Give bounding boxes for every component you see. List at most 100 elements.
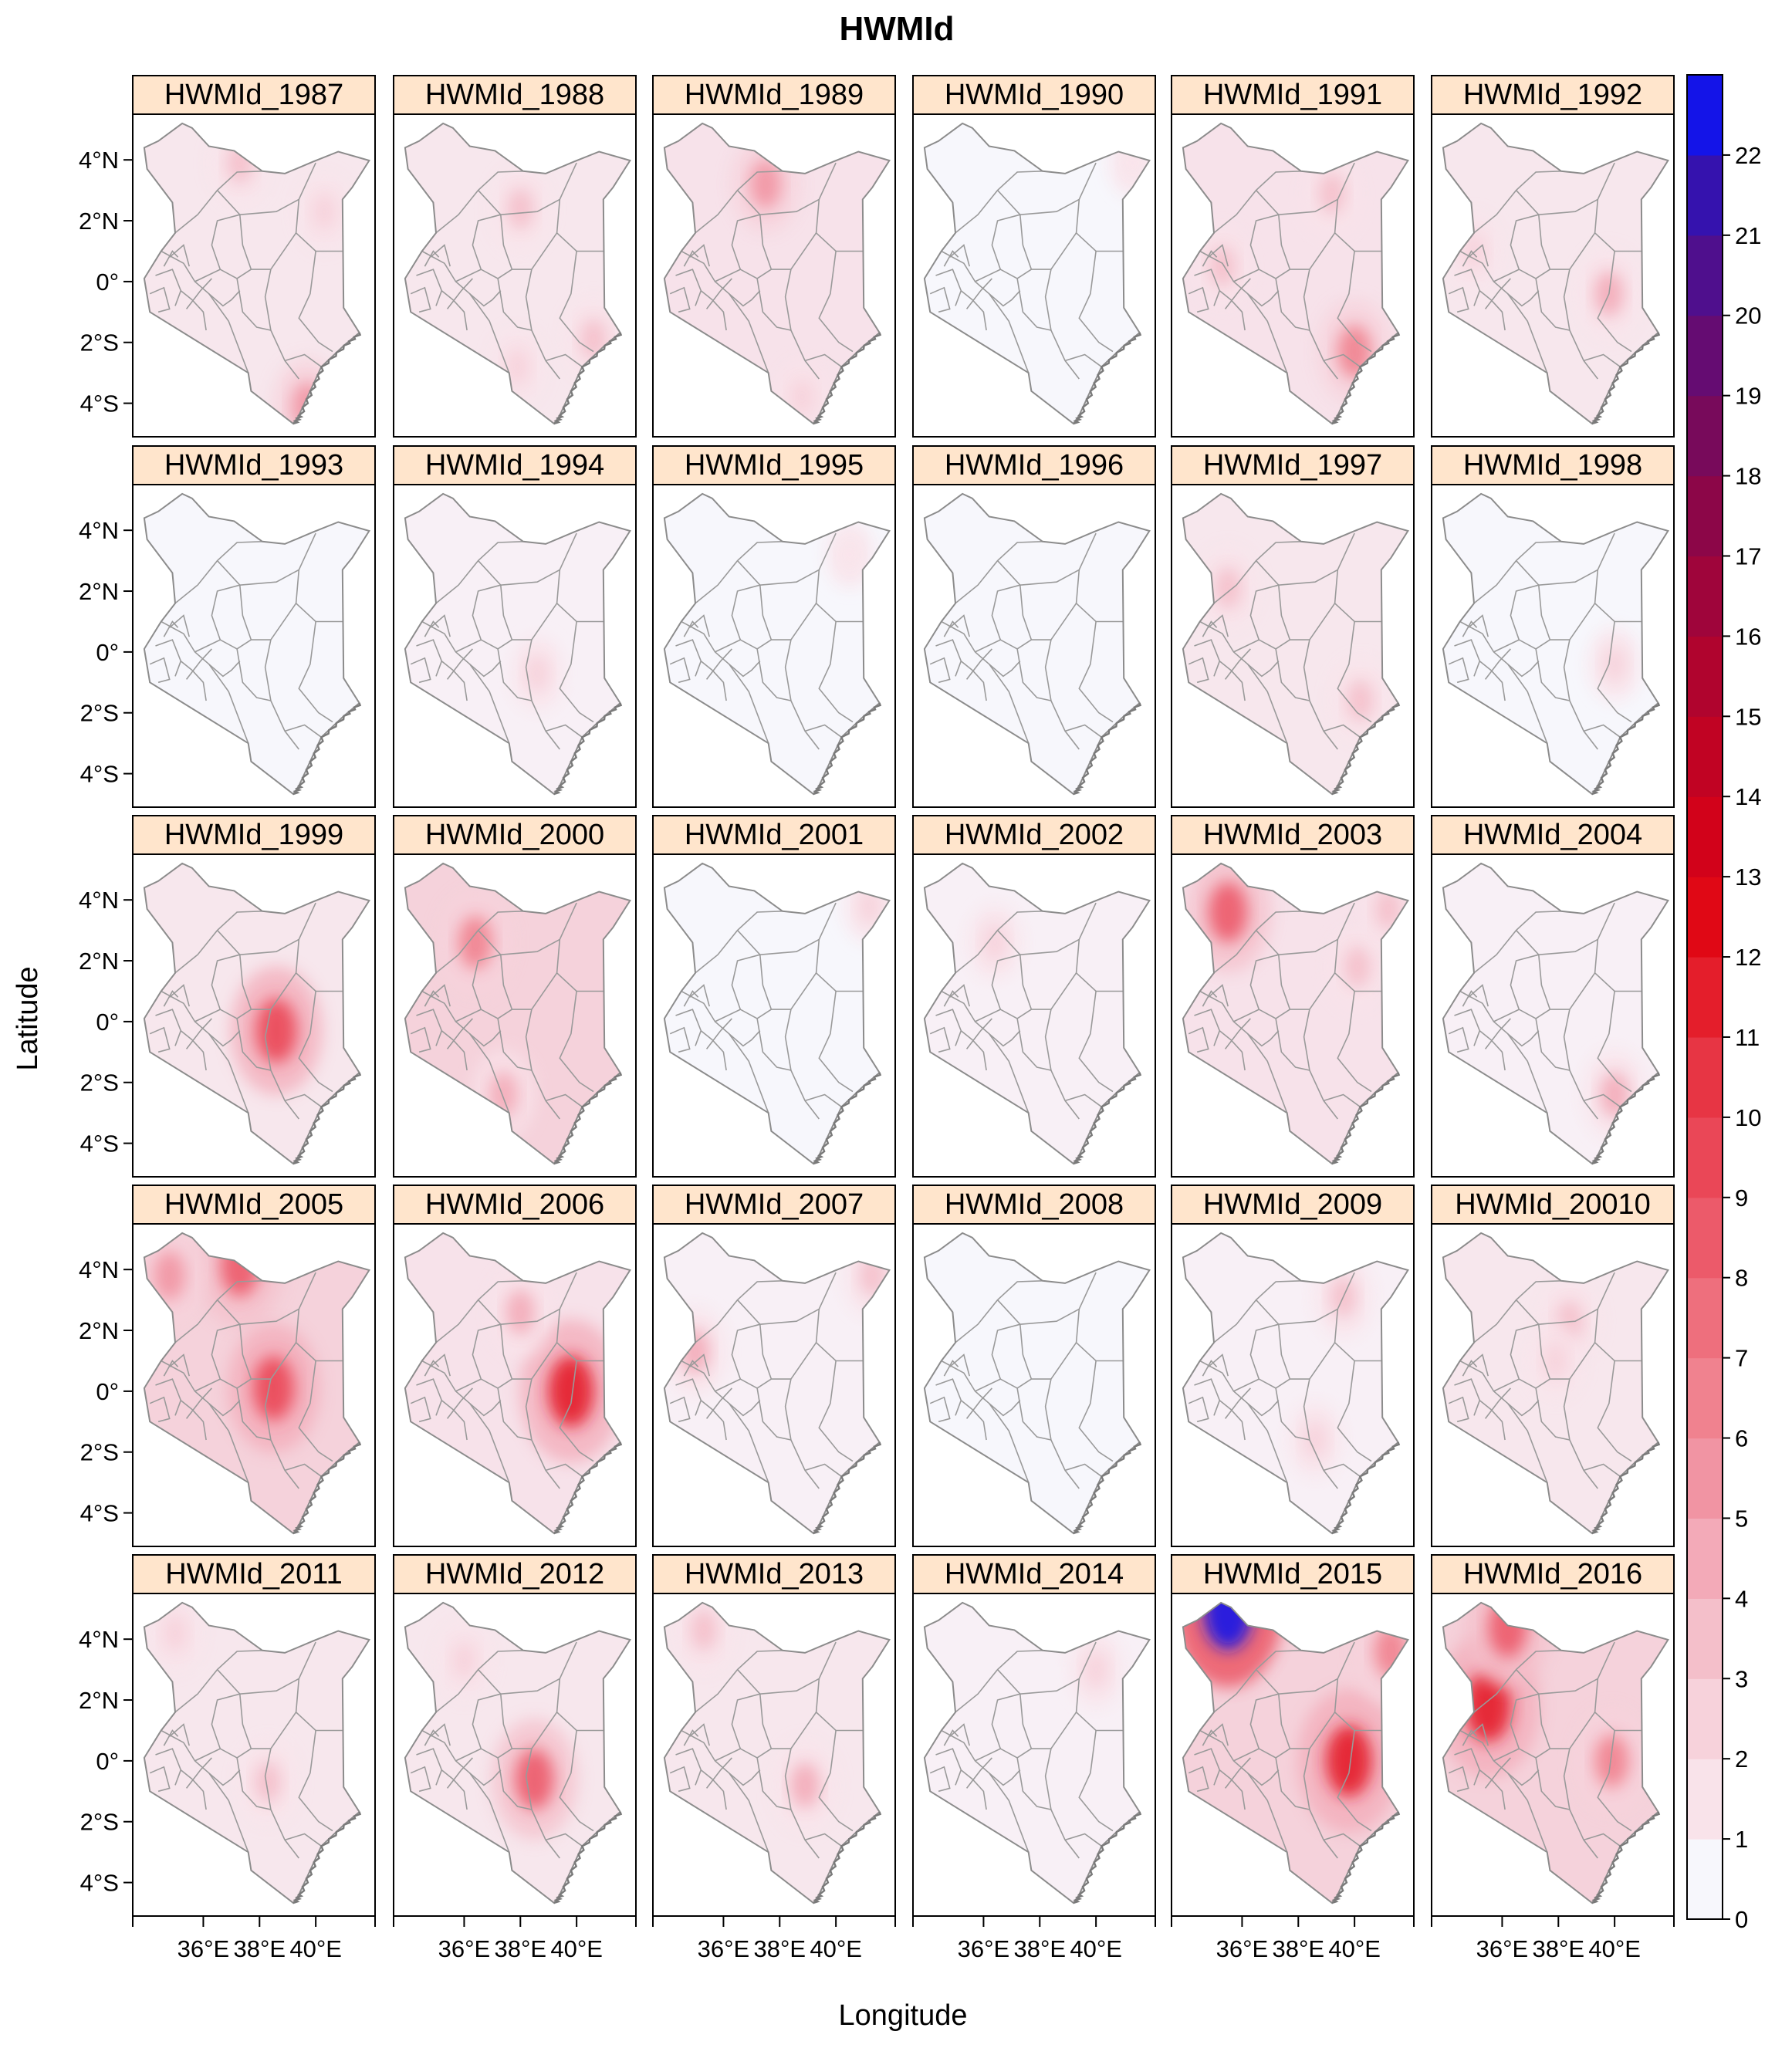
coastline: [1591, 1441, 1661, 1535]
county-boundary: [784, 1342, 820, 1489]
coastline: [813, 332, 882, 425]
county-boundary: [208, 1030, 241, 1047]
county-boundary: [500, 1641, 577, 1695]
county-boundary: [929, 1396, 951, 1423]
county-boundary: [446, 1757, 473, 1789]
county-boundary: [1459, 1360, 1548, 1483]
county-boundary: [1219, 1769, 1246, 1810]
county-boundary: [1516, 930, 1551, 1010]
heat-spot-core: [1303, 1421, 1327, 1459]
panel: HWMId_2009: [1171, 1185, 1415, 1547]
heat-spot-core: [982, 923, 1007, 961]
county-boundary: [416, 1378, 443, 1416]
county-boundary: [1044, 972, 1080, 1120]
county-boundary: [180, 290, 207, 331]
county-boundary: [478, 1669, 513, 1749]
county-boundary: [497, 278, 533, 331]
county-boundary: [1594, 1309, 1643, 1362]
county-boundary: [815, 939, 864, 992]
county-boundary: [441, 661, 468, 701]
county-boundary: [929, 286, 951, 313]
county-boundary: [943, 1729, 959, 1746]
county-boundary: [1448, 286, 1469, 313]
county-boundary: [525, 232, 560, 380]
county-boundary: [1188, 657, 1209, 684]
county-boundary: [424, 620, 440, 637]
panel-label: HWMId_2007: [685, 1188, 864, 1221]
colorbar-segment: [1687, 1518, 1723, 1599]
county-boundary: [1334, 1309, 1383, 1362]
panel-label: HWMId_1987: [164, 79, 343, 111]
county-boundary: [1202, 620, 1218, 637]
y-tick-label: 2°S: [80, 1070, 119, 1097]
county-boundary: [965, 648, 992, 680]
heat-spot-core: [312, 192, 336, 231]
county-boundary: [681, 990, 769, 1114]
county-boundary: [1510, 954, 1540, 1010]
panel: HWMId_2011: [132, 1554, 376, 1917]
heat-wash: [1442, 123, 1669, 424]
y-tick-label: 4°N: [79, 1256, 119, 1283]
panel-label: HWMId_1991: [1203, 79, 1382, 111]
county-boundary: [991, 954, 1021, 1010]
panel-label: HWMId_1997: [1203, 449, 1382, 482]
county-boundary: [1247, 1769, 1280, 1786]
county-boundary: [1275, 648, 1310, 701]
coastline: [1591, 1811, 1661, 1904]
coastline: [1073, 1072, 1142, 1165]
panel-label: HWMId_1999: [164, 819, 343, 851]
heat-layer: [1587, 626, 1642, 702]
county-boundary: [1194, 269, 1221, 306]
county-boundary: [545, 1093, 583, 1107]
county-boundary: [410, 1766, 431, 1793]
county-boundary: [1479, 290, 1506, 331]
panel-label: HWMId_2004: [1463, 819, 1642, 851]
panel-strip: [132, 75, 376, 115]
county-boundary: [236, 1018, 272, 1071]
colorbar-segment: [1687, 75, 1723, 156]
county-boundary: [217, 930, 252, 1010]
county-boundary: [1016, 278, 1052, 331]
county-boundary: [1249, 584, 1280, 640]
county-boundary: [1459, 620, 1548, 744]
panel-label: HWMId_1988: [425, 79, 604, 111]
panel: HWMId_2007: [652, 1185, 896, 1547]
y-tick-label: 4°N: [79, 147, 119, 174]
county-boundary: [731, 214, 761, 270]
heat-spot-core: [154, 1251, 186, 1300]
county-boundary: [163, 990, 179, 1007]
county-boundary: [941, 1360, 1030, 1483]
heat-spot-core: [163, 1614, 188, 1652]
panel-label: HWMId_2006: [425, 1188, 604, 1221]
country-fill: [664, 863, 890, 1164]
county-boundary: [1019, 532, 1097, 586]
y-tick-label: 0°: [96, 1378, 119, 1405]
county-boundary: [217, 1669, 252, 1749]
county-boundary: [989, 290, 1021, 307]
county-boundary: [239, 1641, 316, 1695]
y-tick-label: 2°S: [80, 1809, 119, 1836]
county-boundary: [1019, 902, 1097, 955]
county-boundary: [284, 1833, 322, 1847]
county-boundary: [815, 199, 864, 252]
colorbar-segment: [1687, 636, 1723, 717]
county-boundary: [1563, 603, 1598, 750]
heat-spot-core: [1325, 1725, 1372, 1797]
colorbar-tick-label: 16: [1735, 623, 1761, 650]
county-boundary: [997, 930, 1033, 1010]
county-boundary: [804, 1093, 842, 1107]
colorbar-frame: [1686, 74, 1723, 1920]
county-boundary: [1078, 991, 1114, 1093]
panel: HWMId_1996: [912, 445, 1156, 808]
y-tick-label: 0°: [96, 269, 119, 296]
county-boundary: [1538, 162, 1615, 215]
county-boundary: [989, 1769, 1021, 1786]
panel: HWMId_2013: [652, 1554, 896, 1917]
county-boundary: [683, 1729, 699, 1746]
panel: HWMId_2000: [393, 815, 637, 1178]
county-boundary: [960, 1400, 987, 1441]
country-fill: [664, 1232, 890, 1533]
county-boundary: [669, 657, 691, 684]
county-boundary: [729, 661, 761, 678]
colorbar-tick-label: 1: [1735, 1826, 1748, 1853]
